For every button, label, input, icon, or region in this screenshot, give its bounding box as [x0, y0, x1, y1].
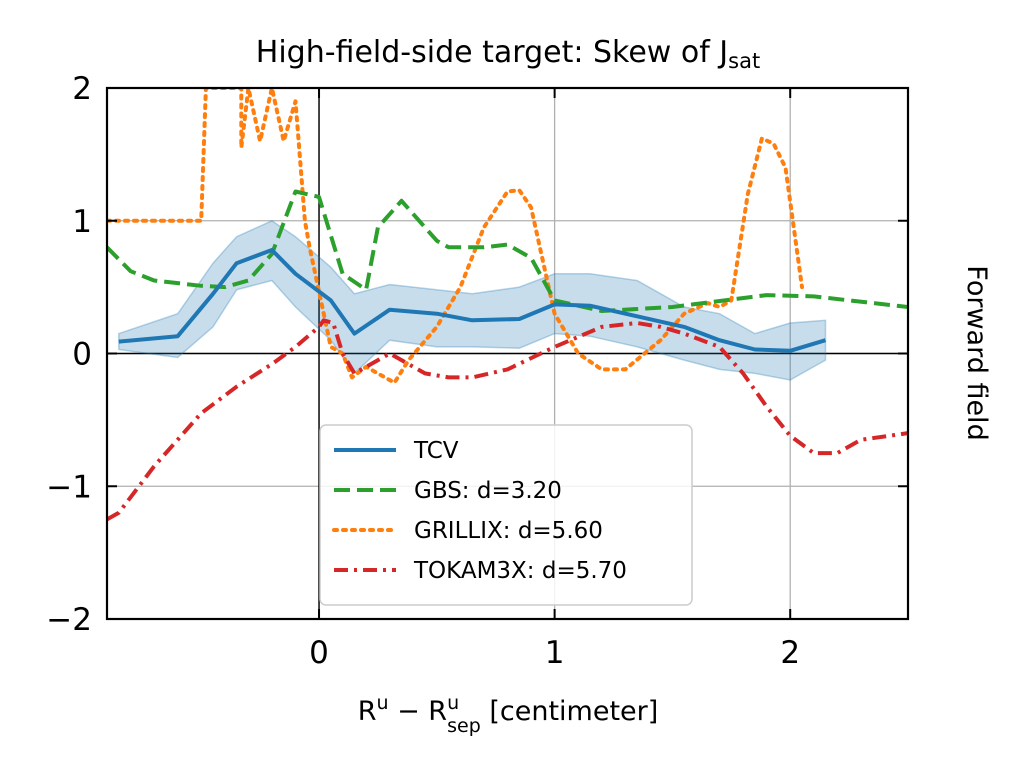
chart-title-main: High-field-side target: Skew of J	[256, 35, 728, 70]
legend-entry: TOKAM3X: d=5.70	[334, 558, 627, 584]
series-group	[107, 88, 908, 522]
legend: TCV GBS: d=3.20 GRILLIX: d=5.60 TOKAM3X: d=…	[319, 424, 693, 606]
x-tick-label: 2	[780, 635, 800, 671]
tcv-confidence-band	[118, 219, 827, 381]
legend-entry: GRILLIX: d=5.60	[332, 518, 603, 544]
series-line-tcv	[118, 248, 827, 353]
legend-label: GBS: d=3.20	[414, 478, 562, 504]
y-tick-label: −1	[46, 469, 92, 505]
legend-label: GRILLIX: d=5.60	[414, 518, 603, 544]
y-tick-label: 0	[72, 337, 92, 373]
series-line-grillix	[107, 88, 804, 385]
y-axis-label-right: Forward field	[961, 265, 992, 440]
legend-box	[319, 424, 693, 606]
x-tick-label: 1	[545, 635, 565, 671]
x-tick-label: 0	[309, 635, 329, 671]
y-tick-label: 1	[72, 204, 92, 240]
legend-label: TCV	[413, 438, 459, 464]
legend-entry: TCV	[334, 438, 459, 464]
series-line-tokam3x	[107, 318, 908, 522]
y-tick-label: 2	[72, 71, 92, 107]
chart-title: High-field-side target: Skew of Jsat	[256, 35, 760, 73]
x-axis-label: Ru − Ru sep [centimeter]	[358, 692, 659, 737]
legend-entry: GBS: d=3.20	[334, 478, 562, 504]
y-tick-label: −2	[46, 602, 92, 638]
chart-title-subscript: sat	[728, 49, 760, 73]
legend-label: TOKAM3X: d=5.70	[413, 558, 627, 584]
